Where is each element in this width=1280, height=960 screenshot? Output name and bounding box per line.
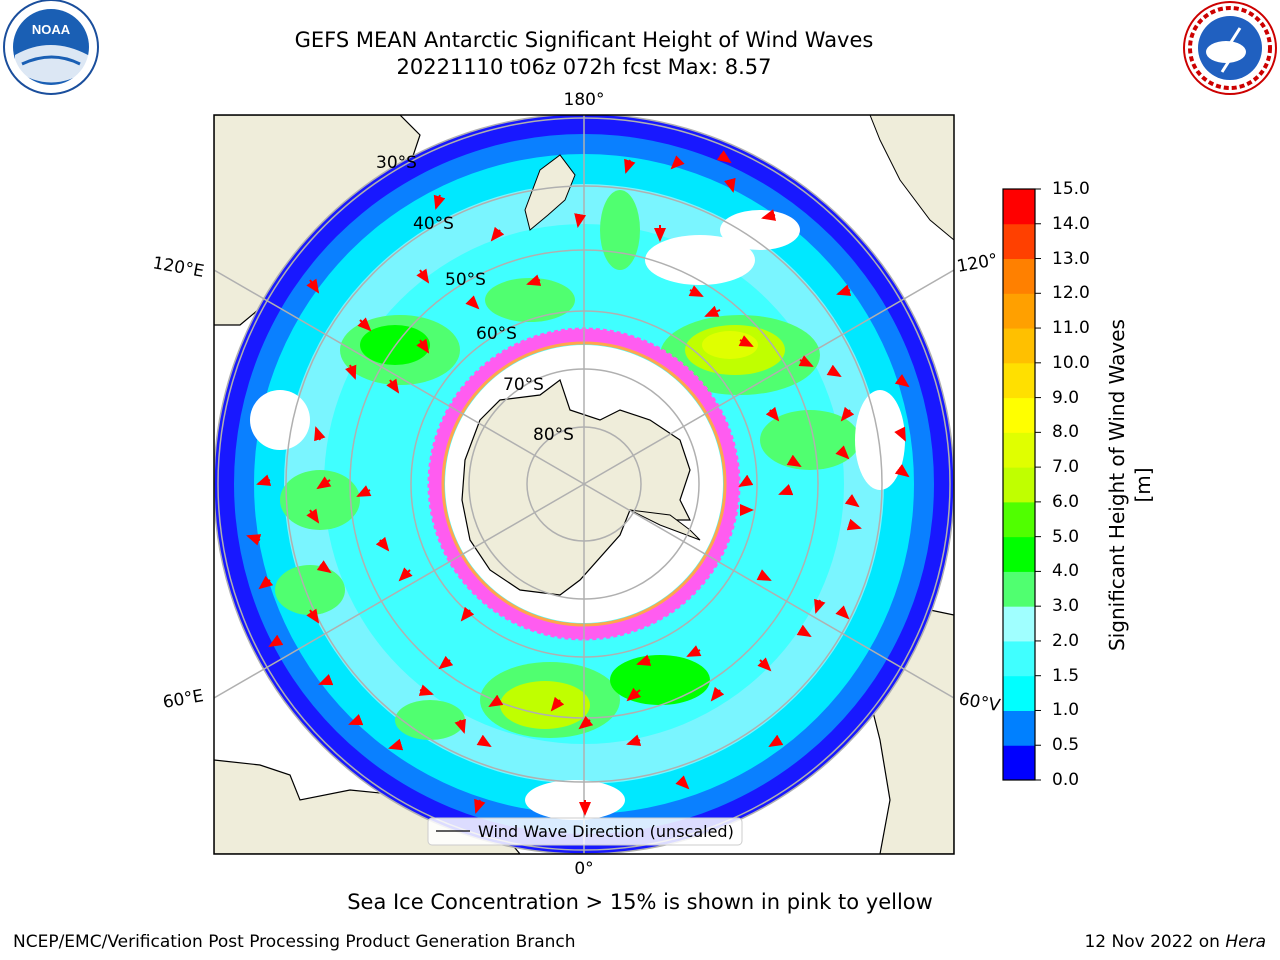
colorbar-tick-label: 4.0 — [1052, 561, 1080, 582]
lat-label-50: 50°S — [445, 270, 486, 290]
colorbar-tick-label: 9.0 — [1052, 387, 1080, 408]
colorbar-tick-label: 0.0 — [1052, 770, 1080, 790]
footer-date-text: 12 Nov 2022 on — [1084, 932, 1226, 952]
colorbar — [1003, 188, 1041, 781]
colorbar-tick-label: 3.0 — [1052, 596, 1080, 617]
colorbar-tick-label: 2.0 — [1052, 630, 1080, 651]
colorbar-tick-label: 12.0 — [1052, 283, 1090, 304]
colorbar-segment — [1003, 467, 1035, 503]
wind-wave-arrows — [246, 150, 910, 816]
lon-label-lower-left: 60°E — [161, 686, 205, 713]
colorbar-tick-label: 6.0 — [1052, 491, 1080, 512]
lon-label-lower-right: 60°V — [957, 689, 1002, 716]
chart-subtitle: 20221110 t06z 072h fcst Max: 8.57 — [396, 55, 772, 79]
colorbar-segment — [1003, 710, 1035, 746]
colorbar-segment — [1003, 606, 1035, 642]
colorbar-segment — [1003, 223, 1035, 260]
sea-ice-note: Sea Ice Concentration > 15% is shown in … — [347, 890, 933, 914]
lat-label-30: 30°S — [376, 153, 417, 173]
colorbar-tick-label: 13.0 — [1052, 248, 1090, 269]
colorbar-segment — [1003, 501, 1035, 538]
colorbar-tick-label: 11.0 — [1052, 318, 1090, 339]
colorbar-tick-label: 1.5 — [1052, 665, 1080, 686]
colorbar-tick-label: 0.5 — [1052, 735, 1080, 756]
colorbar-tick-label: 14.0 — [1052, 213, 1090, 234]
colorbar-tick-label: 7.0 — [1052, 457, 1080, 478]
lat-label-70: 70°S — [503, 375, 544, 395]
colorbar-segment — [1003, 397, 1035, 433]
colorbar-segment — [1003, 432, 1035, 468]
colorbar-border — [1002, 188, 1036, 781]
colorbar-segment — [1003, 293, 1035, 329]
colorbar-tick-label: 5.0 — [1052, 526, 1080, 547]
latitude-labels: 30°S 40°S 50°S 60°S 70°S 80°S — [376, 153, 574, 445]
colorbar-segment — [1003, 258, 1035, 294]
chart-title: GEFS MEAN Antarctic Significant Height o… — [294, 28, 874, 52]
nws-logo — [1183, 1, 1277, 95]
lon-label-bottom: 0° — [574, 859, 593, 879]
map-legend: Wind Wave Direction (unscaled) — [427, 817, 743, 846]
colorbar-segment — [1003, 675, 1035, 711]
lat-label-60: 60°S — [476, 324, 517, 344]
colorbar-label: Significant Height of Wind Waves [m] — [1105, 319, 1155, 651]
colorbar-tick-label: 8.0 — [1052, 422, 1080, 443]
map-border — [213, 114, 955, 855]
lon-label-top: 180° — [564, 90, 605, 110]
colorbar-segment — [1003, 362, 1035, 399]
colorbar-segment — [1003, 571, 1035, 607]
colorbar-tick-label: 1.0 — [1052, 700, 1080, 721]
footer-host: Hera — [1225, 932, 1266, 952]
colorbar-segment — [1003, 536, 1035, 572]
meridians — [214, 115, 954, 854]
footer-branch: NCEP/EMC/Verification Post Processing Pr… — [13, 932, 576, 952]
colorbar-tick-label: 10.0 — [1052, 352, 1090, 373]
colorbar-segment — [1003, 328, 1035, 364]
noaa-logo: NOAA — [3, 0, 99, 95]
noaa-logo-text: NOAA — [32, 22, 71, 37]
colorbar-segment — [1003, 640, 1035, 677]
lon-label-upper-left: 120°E — [151, 253, 205, 282]
lat-label-80: 80°S — [533, 425, 574, 445]
colorbar-segment — [1003, 745, 1035, 781]
lon-label-upper-right: 120° — [955, 250, 999, 277]
colorbar-tick-label: 15.0 — [1052, 179, 1090, 199]
lat-label-40: 40°S — [413, 214, 454, 234]
colorbar-segment — [1003, 189, 1035, 225]
footer-date: 12 Nov 2022 on Hera — [1084, 932, 1266, 952]
legend-label: Wind Wave Direction (unscaled) — [478, 822, 734, 841]
